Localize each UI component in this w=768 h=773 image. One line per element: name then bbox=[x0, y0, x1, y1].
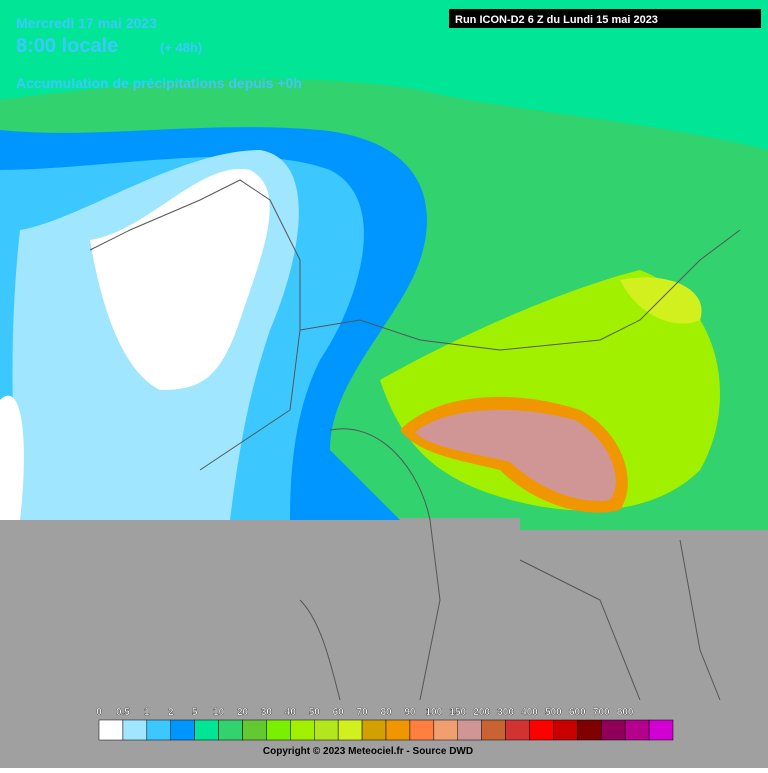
legend-swatch bbox=[122, 719, 148, 741]
legend-label: 150 bbox=[449, 707, 466, 718]
legend-swatch bbox=[98, 719, 124, 741]
precip-none-2 bbox=[0, 395, 24, 520]
time: 8:00 locale bbox=[16, 35, 118, 57]
legend-label: 50 bbox=[309, 707, 321, 718]
legend-label: 70 bbox=[357, 707, 369, 718]
precip-yellow bbox=[620, 277, 702, 324]
legend-swatch bbox=[457, 719, 482, 741]
legend-label: 700 bbox=[593, 707, 610, 718]
legend-swatch bbox=[385, 719, 411, 741]
legend-swatch bbox=[361, 719, 387, 741]
legend-label: 90 bbox=[404, 707, 416, 718]
precip-none bbox=[90, 169, 270, 390]
legend-label: 300 bbox=[497, 707, 514, 718]
run-box bbox=[449, 9, 761, 28]
legend-swatch bbox=[170, 719, 195, 741]
legend-label: 0.5 bbox=[116, 707, 130, 718]
legend-label: 5 bbox=[192, 707, 198, 718]
legend-swatch bbox=[337, 719, 363, 741]
legend-swatch bbox=[146, 719, 171, 741]
legend-label: 20 bbox=[237, 707, 249, 718]
legend-swatch bbox=[242, 719, 267, 741]
legend-swatch bbox=[648, 719, 674, 741]
legend-swatch bbox=[409, 719, 435, 741]
legend-swatch bbox=[553, 719, 578, 741]
legend-label: 200 bbox=[473, 707, 490, 718]
legend-swatch bbox=[481, 719, 506, 741]
legend-swatch bbox=[290, 719, 315, 741]
lead-time: (+ 48h) bbox=[160, 40, 202, 55]
copyright: Copyright © 2023 Meteociel.fr - Source D… bbox=[263, 746, 473, 757]
legend-label: 1 bbox=[144, 707, 150, 718]
run-label: Run ICON-D2 6 Z du Lundi 15 mai 2023 bbox=[455, 14, 658, 26]
legend-label: 100 bbox=[425, 707, 442, 718]
legend-swatch bbox=[577, 719, 602, 741]
legend-label: 80 bbox=[380, 707, 392, 718]
legend-label: 60 bbox=[333, 707, 345, 718]
legend-label: 600 bbox=[569, 707, 586, 718]
legend-label: 30 bbox=[261, 707, 273, 718]
legend-label: 500 bbox=[545, 707, 562, 718]
legend-swatch bbox=[218, 719, 243, 741]
precip-pink bbox=[415, 409, 616, 501]
date: Mercredi 17 mai 2023 bbox=[16, 15, 157, 31]
legend-swatch bbox=[505, 719, 530, 741]
legend-swatch bbox=[624, 719, 650, 741]
legend-label: 2 bbox=[168, 707, 174, 718]
legend-label: 10 bbox=[213, 707, 225, 718]
borders bbox=[89, 179, 741, 701]
legend-swatch bbox=[601, 719, 626, 741]
legend-swatch bbox=[433, 719, 459, 741]
legend: 0 0.5 1 2 5 10 20 30 40 50 60 70 80 90 100 150 200 300 400… bbox=[96, 707, 674, 741]
legend-swatch bbox=[529, 719, 554, 741]
legend-label: 0 bbox=[96, 707, 102, 718]
legend-swatch bbox=[266, 719, 291, 741]
precip-north bbox=[0, 0, 768, 150]
legend-label: 40 bbox=[285, 707, 297, 718]
legend-label: 400 bbox=[521, 707, 538, 718]
subtitle: Accumulation de précipitations depuis +0… bbox=[16, 75, 302, 91]
legend-label: 800 bbox=[617, 707, 634, 718]
legend-swatch bbox=[314, 719, 339, 741]
legend-swatch bbox=[194, 719, 219, 741]
